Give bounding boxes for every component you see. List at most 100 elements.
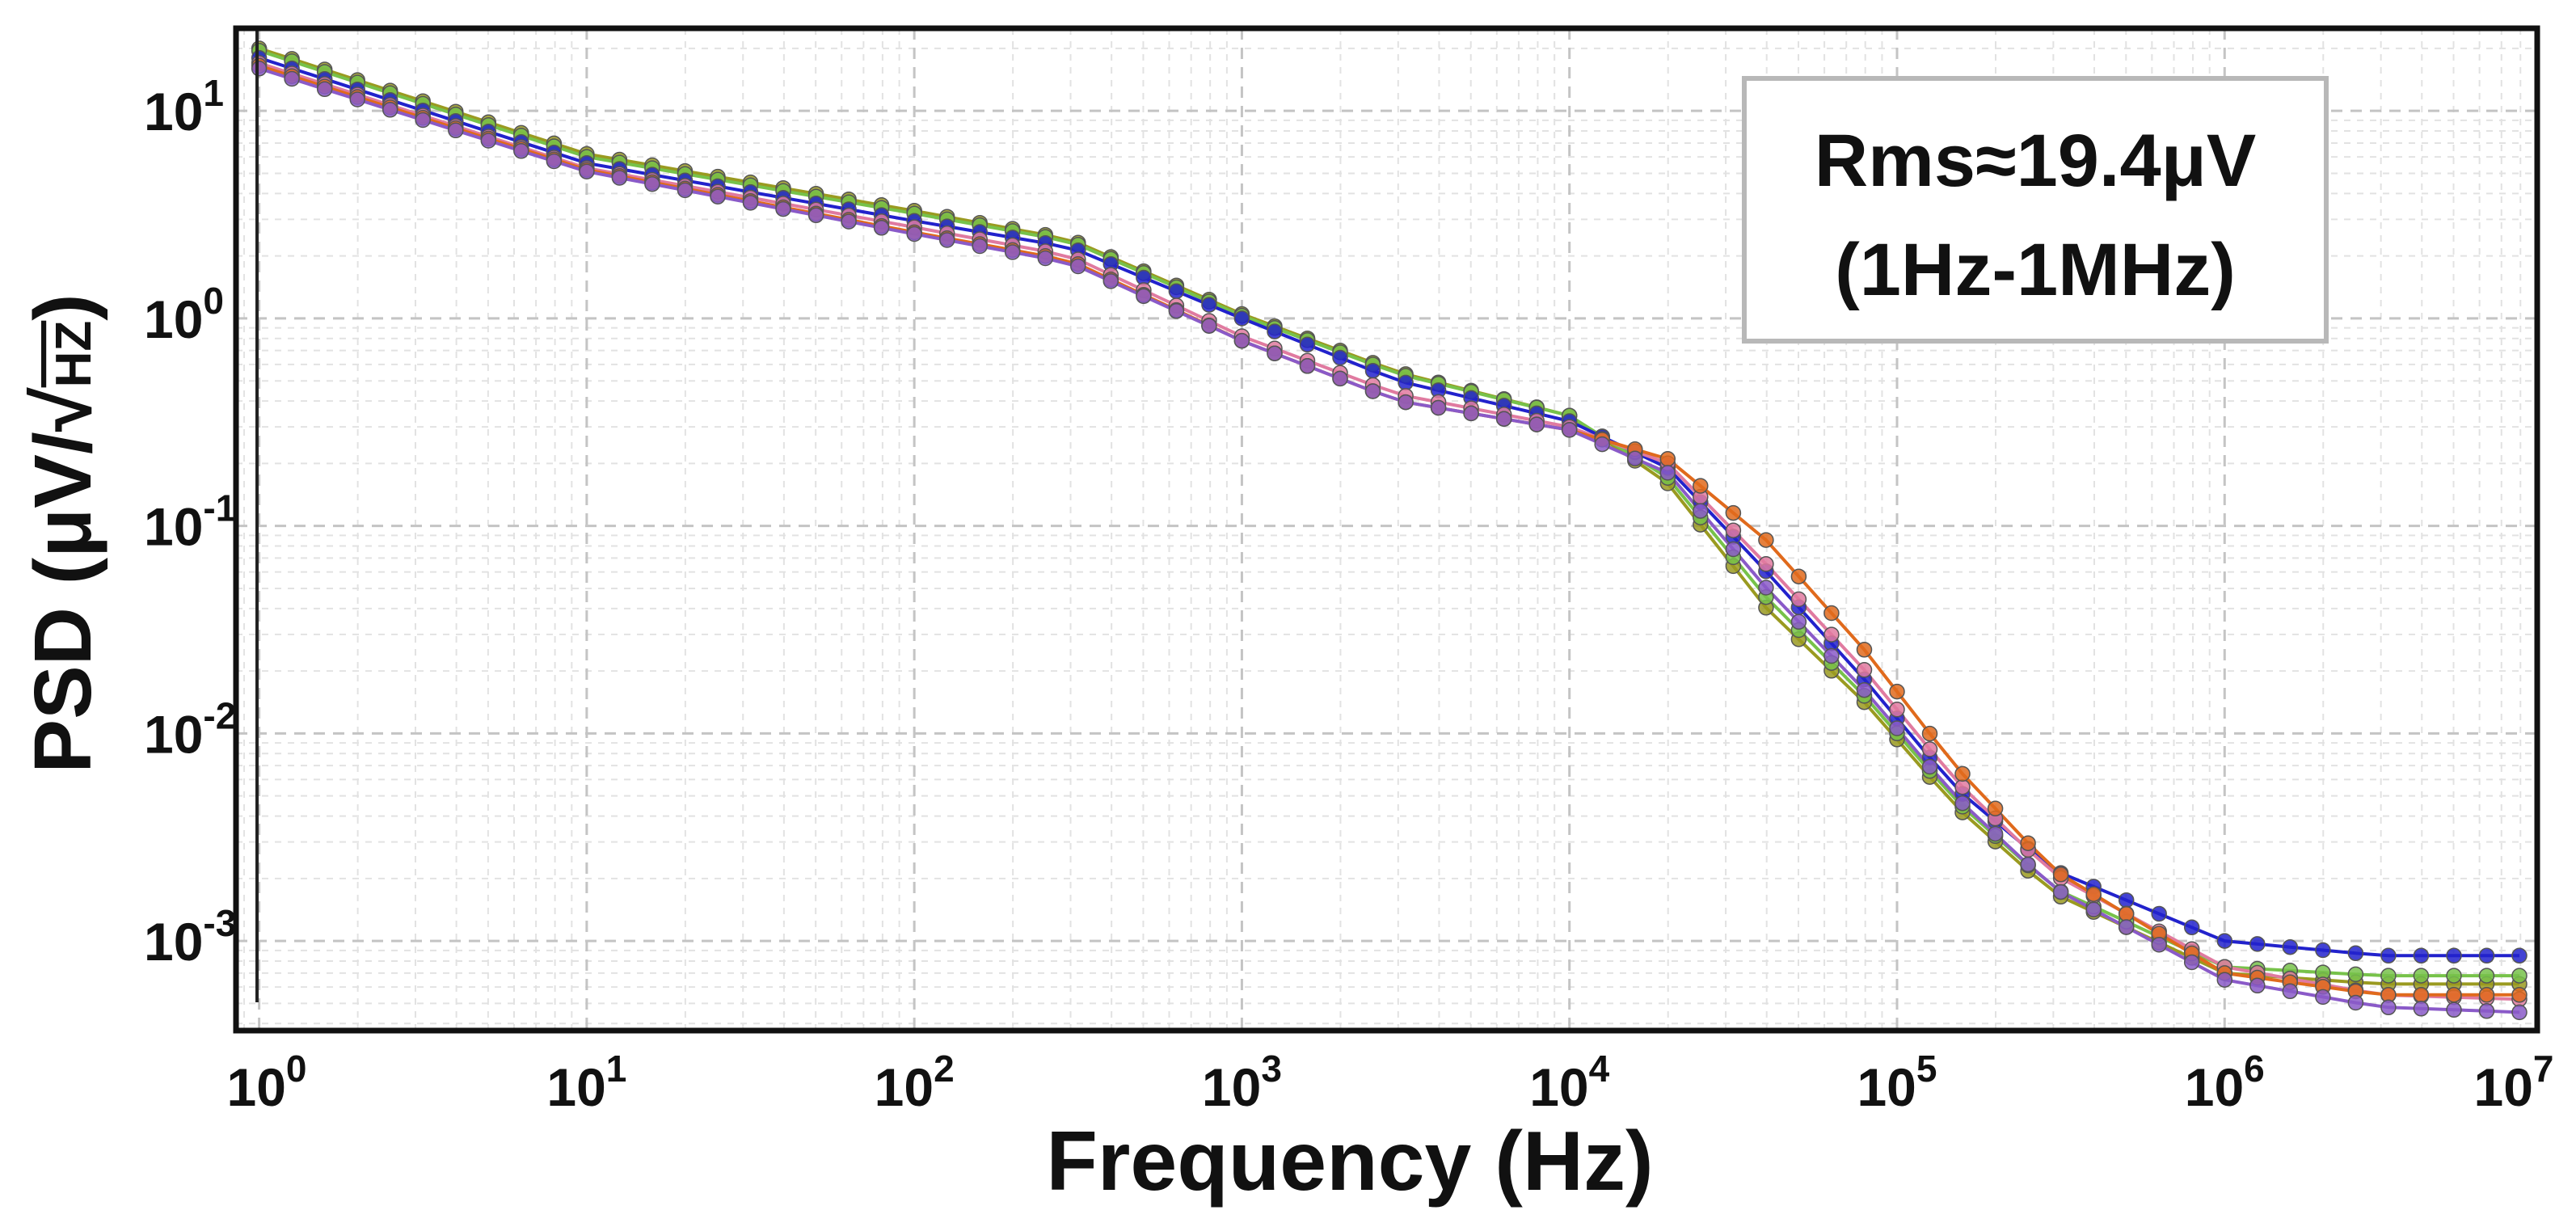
y-axis-title-root: HZ [46, 321, 102, 388]
data-point-purple [906, 226, 922, 242]
annotation-box: Rms≈19.4μV (1Hz-1MHz) [1742, 76, 2329, 344]
data-point-purple [2315, 989, 2331, 1006]
plot-frame [233, 25, 2540, 1034]
data-point-orange [2413, 987, 2430, 1003]
data-point-blue [2216, 933, 2233, 949]
data-point-blue [2478, 947, 2495, 964]
data-point-purple [1495, 411, 1512, 427]
x-axis-title: Frequency (Hz) [1046, 1115, 1653, 1208]
y-tick-base: 10 [144, 289, 203, 349]
data-point-purple [2216, 972, 2233, 988]
x-tick-label: 104 [1529, 1048, 1609, 1117]
data-point-orange [1758, 532, 1774, 548]
data-point-purple [513, 143, 529, 159]
data-point-orange [1659, 451, 1676, 467]
x-tick-label: 107 [2473, 1048, 2553, 1117]
data-point-orange [1693, 478, 1709, 494]
data-point-purple [2249, 977, 2266, 994]
data-point-orange [2118, 905, 2135, 922]
data-point-purple [710, 188, 726, 204]
x-tick-base: 10 [1529, 1057, 1588, 1117]
data-point-pink [1954, 778, 1971, 795]
data-point-purple [415, 112, 431, 129]
x-tick-label: 101 [546, 1048, 626, 1117]
data-point-orange [1725, 504, 1742, 521]
x-tick-exponent: 7 [2533, 1048, 2554, 1090]
series-lines [258, 46, 2520, 1014]
data-point-purple [1463, 405, 1479, 422]
data-point-green [2478, 968, 2495, 984]
data-point-blue [2380, 947, 2397, 964]
y-tick-exponent: 0 [203, 280, 224, 322]
data-point-blue [1364, 362, 1381, 379]
data-point-purple [1790, 614, 1807, 630]
data-point-purple [972, 238, 988, 255]
data-point-orange [1823, 605, 1840, 622]
data-point-blue [1332, 349, 1348, 366]
data-point-purple [1299, 358, 1316, 374]
series-line-purple [259, 66, 2520, 1014]
data-point-blue [1398, 374, 1414, 391]
data-point-purple [1954, 795, 1971, 812]
y-tick-label: 10-2 [144, 694, 236, 764]
data-point-purple [1233, 332, 1250, 349]
series-line-blue [258, 56, 2519, 958]
x-tick-base: 10 [226, 1057, 285, 1117]
y-tick-base: 10 [144, 497, 203, 557]
data-point-purple [1725, 541, 1742, 558]
data-point-purple [2118, 919, 2135, 935]
data-point-purple [2478, 1003, 2495, 1019]
data-point-blue [1201, 297, 1217, 313]
data-point-purple [546, 153, 563, 170]
data-point-orange [2052, 866, 2069, 883]
data-point-purple [1004, 244, 1021, 260]
data-point-orange [1889, 683, 1905, 700]
data-point-blue [2315, 942, 2331, 959]
x-tick-label: 103 [1202, 1048, 1282, 1117]
data-point-purple [2151, 936, 2167, 953]
y-axis-title-prefix: PSD (μV/ [18, 432, 108, 773]
data-point-purple [2380, 999, 2397, 1016]
data-point-purple [1102, 273, 1119, 289]
y-tick-base: 10 [144, 912, 203, 972]
x-tick-exponent: 5 [1916, 1048, 1937, 1090]
x-tick-base: 10 [2185, 1057, 2244, 1117]
data-point-purple [1201, 318, 1217, 334]
data-point-purple [1987, 825, 2004, 842]
data-point-blue [1233, 310, 1250, 327]
data-point-purple [1594, 436, 1610, 453]
data-point-purple [480, 133, 497, 149]
data-point-pink [1921, 741, 1938, 757]
major-grid [236, 28, 2537, 1031]
series-line-green [258, 48, 2519, 978]
y-tick-label: 10-1 [144, 487, 236, 557]
x-tick-exponent: 0 [286, 1048, 307, 1090]
x-tick-base: 10 [546, 1057, 605, 1117]
data-point-pink [1758, 556, 1774, 572]
data-point-purple [775, 200, 791, 217]
x-tick-label: 105 [1857, 1048, 1937, 1117]
x-tick-base: 10 [1857, 1057, 1916, 1117]
data-point-orange [2478, 987, 2495, 1003]
data-point-blue [2446, 947, 2462, 964]
x-tick-exponent: 1 [606, 1048, 627, 1090]
data-point-orange [1790, 568, 1807, 584]
x-tick-exponent: 6 [2244, 1048, 2265, 1090]
data-point-purple [938, 232, 955, 248]
data-point-purple [382, 102, 398, 118]
y-tick-exponent: -3 [203, 902, 236, 944]
data-point-blue [2183, 919, 2200, 936]
data-point-purple [807, 207, 824, 224]
data-point-purple [2347, 994, 2364, 1011]
data-point-purple [1921, 758, 1938, 775]
data-point-blue [1267, 323, 1283, 339]
data-point-blue [2282, 938, 2299, 955]
data-point-blue [2347, 945, 2364, 962]
data-point-purple [2511, 1004, 2528, 1021]
x-tick-label: 106 [2185, 1048, 2265, 1117]
data-point-purple [841, 213, 857, 230]
data-point-purple [1267, 345, 1283, 361]
data-point-green [2446, 968, 2462, 984]
data-point-orange [1856, 642, 1873, 658]
x-tick-label: 102 [875, 1048, 955, 1117]
